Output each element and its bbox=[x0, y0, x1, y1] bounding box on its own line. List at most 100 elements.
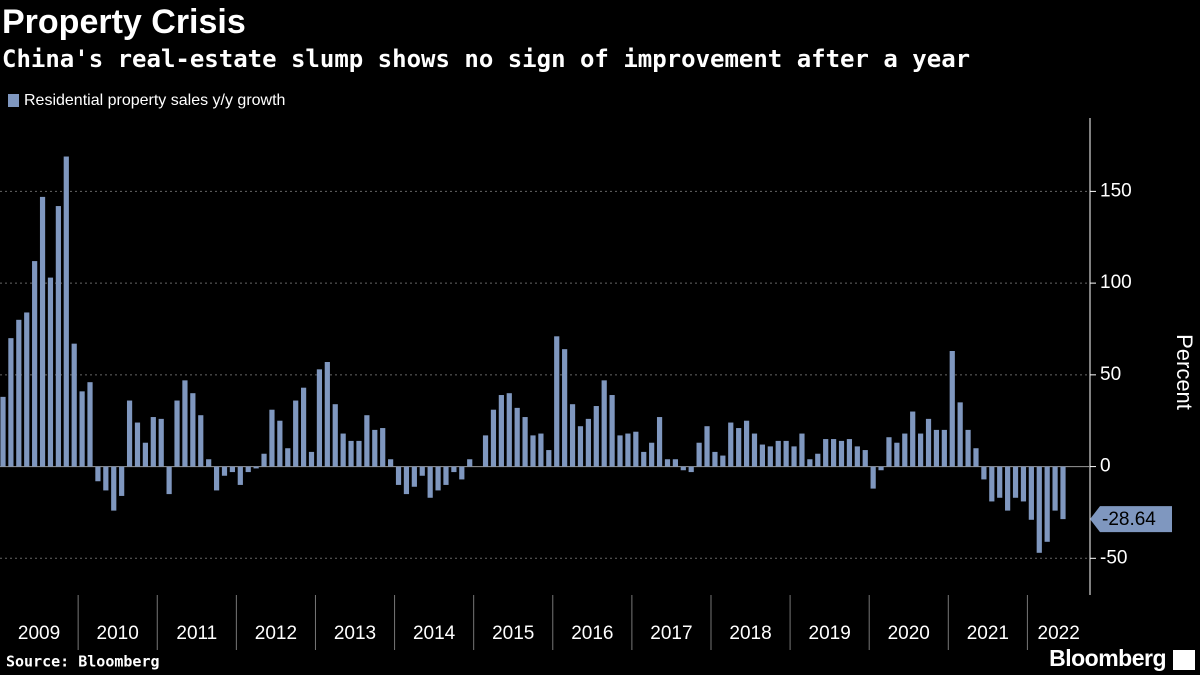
bar bbox=[823, 439, 829, 467]
bar bbox=[277, 420, 283, 467]
y-tick-label: -50 bbox=[1100, 547, 1127, 568]
bar bbox=[704, 426, 710, 467]
bar bbox=[245, 466, 251, 473]
bar bbox=[308, 451, 315, 467]
x-tick-label: 2018 bbox=[729, 623, 771, 644]
x-tick-label: 2009 bbox=[18, 623, 60, 644]
bar bbox=[1012, 466, 1019, 498]
bar bbox=[941, 429, 947, 467]
bar bbox=[577, 426, 584, 467]
bar bbox=[24, 312, 30, 467]
bar bbox=[506, 393, 512, 467]
logo-icon bbox=[1173, 650, 1195, 670]
bar bbox=[395, 466, 402, 485]
bar bbox=[364, 415, 370, 467]
bar bbox=[388, 459, 394, 467]
bar bbox=[562, 349, 568, 467]
bar bbox=[206, 459, 212, 467]
bar bbox=[522, 417, 528, 467]
bar bbox=[8, 338, 14, 467]
y-tick-label: 50 bbox=[1100, 364, 1121, 385]
x-tick-label: 2010 bbox=[97, 623, 139, 644]
bar bbox=[736, 428, 742, 467]
bar bbox=[791, 446, 797, 467]
bar bbox=[656, 417, 663, 467]
bar bbox=[672, 459, 678, 467]
bar bbox=[696, 442, 702, 467]
x-tick-label: 2014 bbox=[413, 623, 456, 644]
bar bbox=[467, 459, 473, 467]
bar bbox=[546, 450, 552, 467]
x-tick-label: 2022 bbox=[1038, 623, 1080, 644]
bar bbox=[775, 440, 781, 467]
y-tick-label: 150 bbox=[1100, 180, 1132, 201]
bar bbox=[490, 409, 497, 467]
bar bbox=[830, 439, 837, 467]
bar bbox=[293, 400, 299, 467]
bar bbox=[32, 261, 38, 467]
source: Source: Bloomberg bbox=[6, 653, 160, 671]
bar bbox=[933, 429, 940, 467]
bar bbox=[285, 448, 291, 467]
bar bbox=[641, 451, 647, 467]
bar bbox=[997, 466, 1003, 498]
bar bbox=[261, 453, 267, 467]
bar bbox=[767, 446, 773, 467]
bar bbox=[403, 466, 410, 495]
x-tick-label: 2021 bbox=[967, 623, 1009, 644]
bar bbox=[1044, 466, 1050, 542]
legend-swatch bbox=[8, 94, 19, 107]
bar bbox=[554, 336, 560, 467]
bar bbox=[87, 382, 93, 467]
bar bbox=[332, 404, 338, 467]
bar bbox=[910, 411, 916, 467]
bar bbox=[965, 429, 971, 467]
bar bbox=[569, 404, 576, 467]
bar bbox=[1020, 466, 1027, 502]
bar bbox=[538, 433, 544, 467]
bar bbox=[514, 407, 520, 467]
bar bbox=[981, 466, 987, 480]
bar bbox=[0, 396, 6, 467]
bar bbox=[712, 451, 718, 467]
bar bbox=[720, 455, 726, 467]
bar bbox=[728, 422, 734, 467]
bar bbox=[759, 444, 766, 467]
bar bbox=[918, 433, 924, 467]
chart-subtitle: China's real-estate slump shows no sign … bbox=[2, 45, 970, 73]
bar bbox=[482, 435, 489, 467]
bar bbox=[870, 466, 876, 489]
bar bbox=[854, 446, 860, 467]
bar bbox=[126, 400, 133, 467]
bar bbox=[253, 466, 259, 469]
logo: Bloomberg bbox=[1049, 645, 1166, 671]
bar bbox=[1005, 466, 1011, 511]
bar bbox=[134, 422, 141, 467]
bar bbox=[71, 343, 77, 467]
bar bbox=[743, 420, 750, 467]
bar bbox=[498, 395, 504, 467]
bar bbox=[111, 466, 117, 511]
bar bbox=[459, 466, 465, 480]
bar bbox=[380, 428, 386, 467]
bar bbox=[150, 417, 156, 467]
bar bbox=[593, 406, 599, 467]
x-tick-label: 2017 bbox=[650, 623, 692, 644]
bar bbox=[372, 429, 378, 467]
bar bbox=[47, 277, 54, 467]
bar bbox=[1028, 466, 1034, 520]
bar bbox=[316, 369, 323, 467]
bar bbox=[846, 439, 853, 467]
bar bbox=[229, 466, 236, 473]
bar bbox=[973, 448, 979, 467]
value-callout bbox=[1090, 506, 1172, 533]
bar bbox=[751, 433, 758, 467]
bar bbox=[237, 466, 243, 485]
bar bbox=[55, 206, 61, 467]
bar bbox=[957, 402, 963, 467]
bar bbox=[142, 442, 148, 467]
bar bbox=[989, 466, 995, 502]
bar bbox=[894, 442, 900, 467]
bar bbox=[198, 415, 204, 467]
